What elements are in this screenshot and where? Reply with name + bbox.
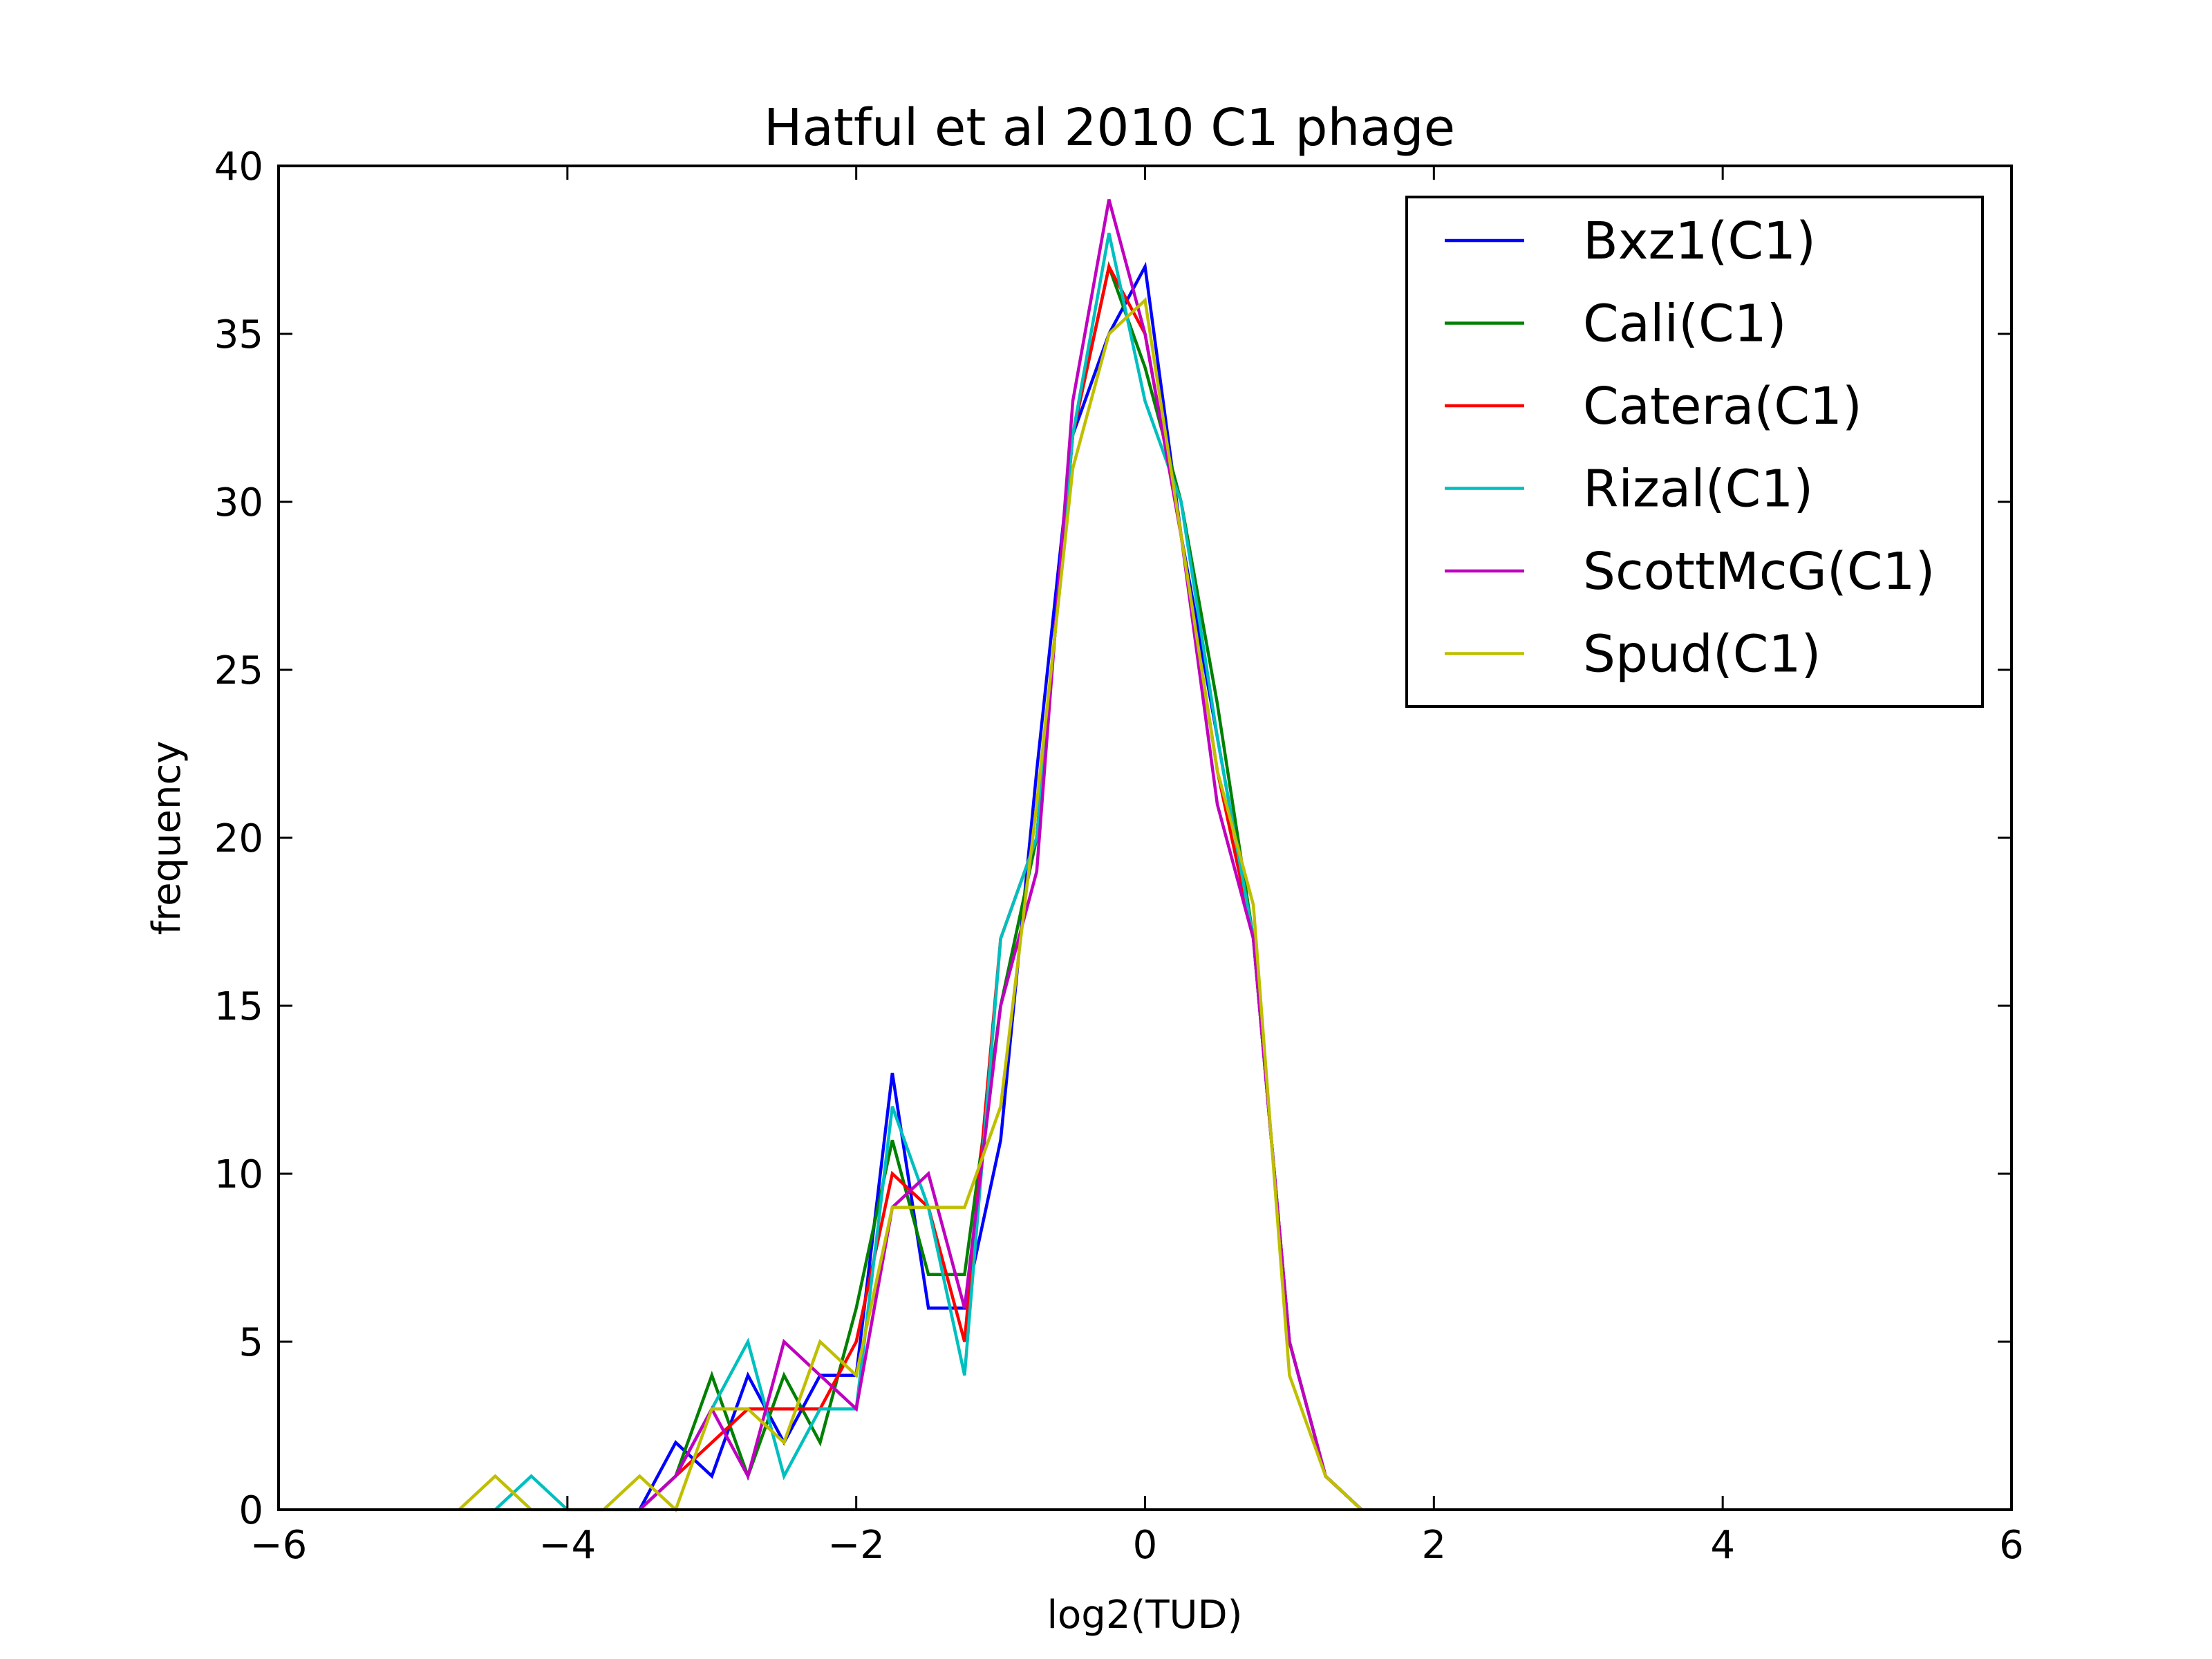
x-tick-label: −2 (827, 1523, 885, 1568)
x-tick-label: 0 (1133, 1523, 1158, 1568)
y-tick-label: 25 (214, 648, 263, 693)
legend-label-2: Catera(C1) (1583, 377, 1862, 436)
x-tick-label: 2 (1422, 1523, 1447, 1568)
legend: Bxz1(C1) Cali(C1) Catera(C1) Rizal(C1) Scott… (1405, 196, 1984, 708)
y-tick-label: 20 (214, 816, 263, 861)
legend-frame (1405, 196, 1984, 708)
y-tick-label: 15 (214, 984, 263, 1029)
y-tick-label: 10 (214, 1152, 263, 1197)
y-tick-label: 0 (238, 1488, 263, 1533)
series-line-5 (458, 297, 1363, 1512)
x-tick-label: 4 (1710, 1523, 1735, 1568)
chart-title: Hatful et al 2010 C1 phage (764, 98, 1455, 158)
series-line-4 (638, 199, 1363, 1511)
legend-label-0: Bxz1(C1) (1583, 212, 1816, 271)
series-layer (458, 199, 1363, 1512)
legend-label-1: Cali(C1) (1583, 294, 1787, 354)
x-axis-label: log2(TUD) (1047, 1593, 1242, 1638)
y-tick-label: 35 (214, 312, 263, 357)
x-tick-label: −4 (539, 1523, 597, 1568)
legend-label-5: Spud(C1) (1583, 625, 1821, 684)
y-tick-label: 5 (238, 1320, 263, 1365)
legend-label-4: ScottMcG(C1) (1583, 542, 1935, 601)
y-tick-label: 40 (214, 144, 263, 189)
ticks-layer: −6 −4 −2 0 2 4 6 0 5 10 15 20 25 30 35 40 (214, 144, 2024, 1568)
x-tick-label: −6 (250, 1523, 308, 1568)
y-axis-label: frequency (144, 741, 189, 935)
y-tick-label: 30 (214, 480, 263, 525)
legend-label-3: Rizal(C1) (1583, 460, 1813, 519)
x-tick-label: 6 (1999, 1523, 2024, 1568)
